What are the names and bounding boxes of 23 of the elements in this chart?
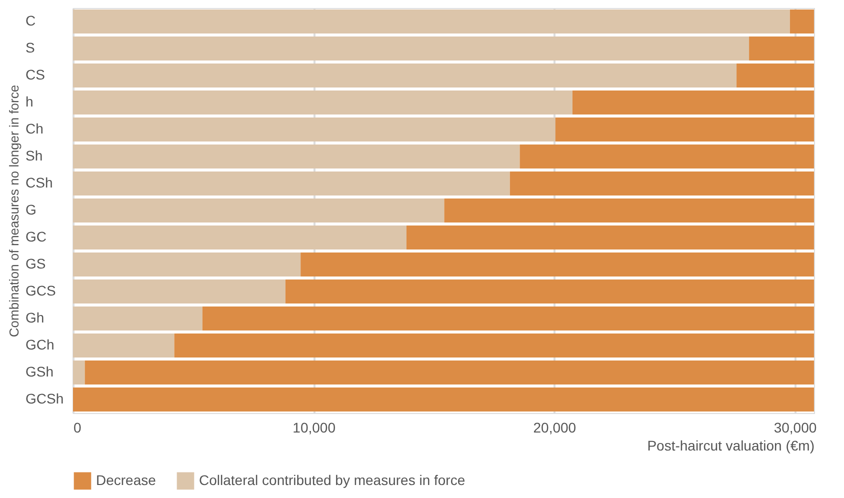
y-tick-label: Sh bbox=[26, 148, 43, 164]
y-tick-label: h bbox=[26, 94, 34, 110]
y-tick-label: S bbox=[26, 40, 35, 56]
y-tick-label: C bbox=[26, 12, 36, 28]
y-tick-label: CSh bbox=[26, 174, 53, 190]
y-tick-label: GSh bbox=[26, 364, 54, 380]
y-tick-label: GS bbox=[26, 256, 46, 272]
y-axis-title: Combination of measures no longer in force bbox=[6, 84, 22, 338]
y-tick-label: CS bbox=[26, 66, 45, 82]
y-tick-label: GCh bbox=[26, 336, 54, 352]
legend-label: Decrease bbox=[96, 472, 156, 488]
y-tick-label: G bbox=[26, 202, 36, 218]
x-tick-label: 30,000 bbox=[774, 420, 817, 436]
legend-label: Collateral contributed by measures in force bbox=[199, 472, 466, 488]
x-tick-label: 10,000 bbox=[292, 420, 336, 436]
x-axis-title: Post-haircut valuation (€m) bbox=[647, 438, 814, 454]
y-tick-label: Gh bbox=[26, 310, 44, 326]
x-tick-label: 0 bbox=[74, 420, 82, 436]
y-tick-label: Ch bbox=[26, 120, 44, 136]
y-tick-label: GCS bbox=[26, 282, 56, 298]
x-tick-label: 20,000 bbox=[533, 420, 576, 436]
y-tick-label: GC bbox=[26, 228, 46, 244]
y-tick-label: GCSh bbox=[26, 390, 64, 406]
